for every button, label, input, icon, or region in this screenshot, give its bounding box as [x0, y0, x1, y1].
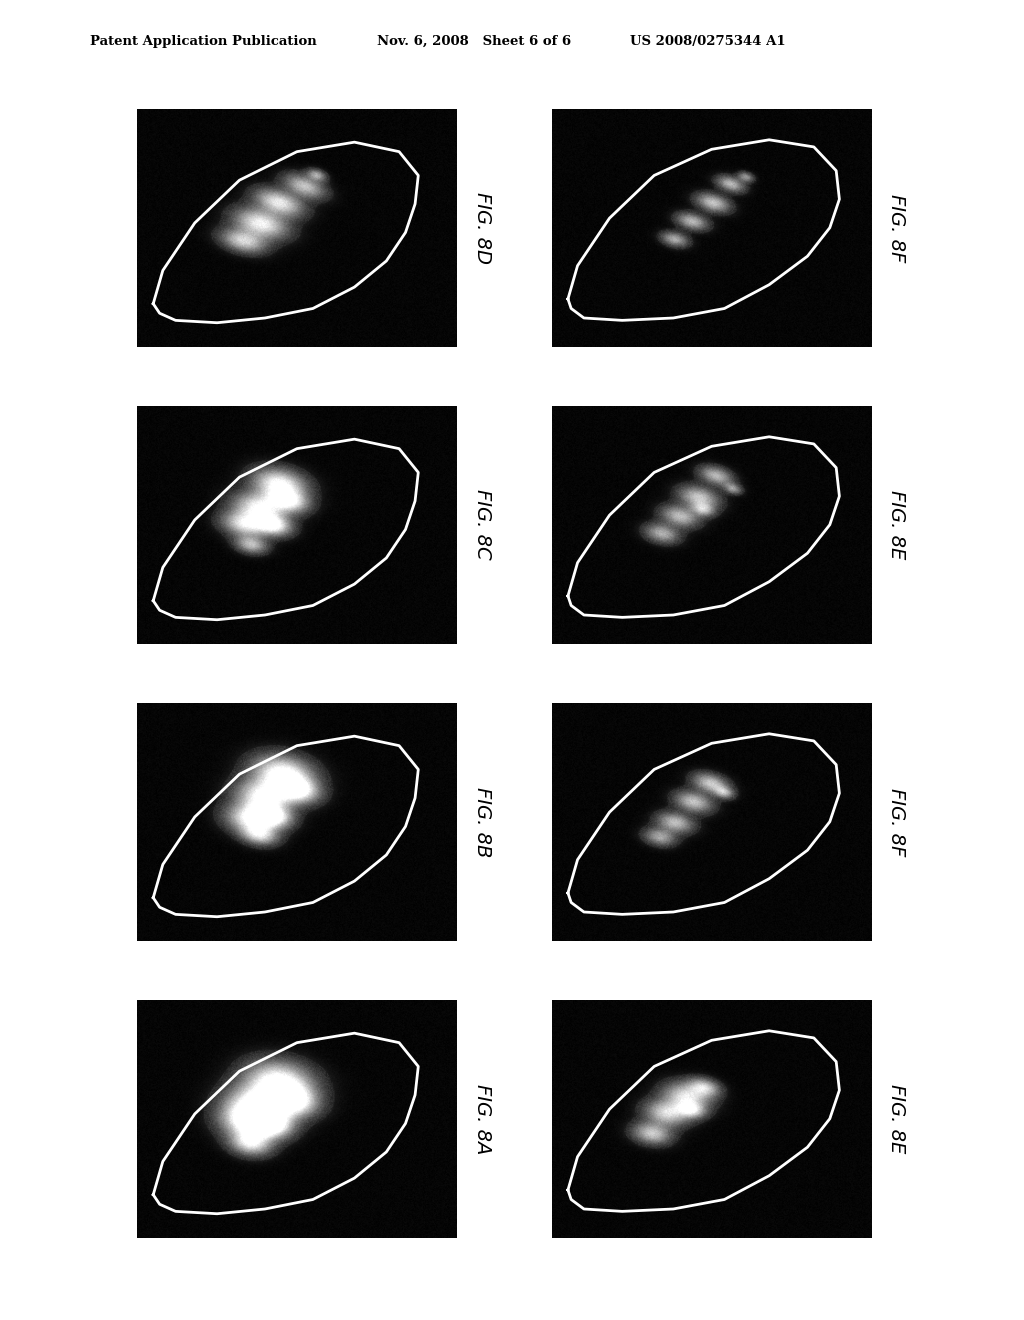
Text: FIG. 8E: FIG. 8E [888, 490, 906, 560]
Text: FIG. 8C: FIG. 8C [473, 490, 492, 560]
Text: FIG. 8E: FIG. 8E [888, 1084, 906, 1154]
Text: FIG. 8D: FIG. 8D [473, 191, 492, 264]
Text: FIG. 8A: FIG. 8A [473, 1084, 492, 1154]
Text: US 2008/0275344 A1: US 2008/0275344 A1 [630, 34, 785, 48]
Text: Patent Application Publication: Patent Application Publication [90, 34, 316, 48]
Text: FIG. 8F: FIG. 8F [888, 194, 906, 261]
Text: FIG. 8B: FIG. 8B [473, 787, 492, 857]
Text: Nov. 6, 2008   Sheet 6 of 6: Nov. 6, 2008 Sheet 6 of 6 [377, 34, 571, 48]
Text: FIG. 8F: FIG. 8F [888, 788, 906, 855]
